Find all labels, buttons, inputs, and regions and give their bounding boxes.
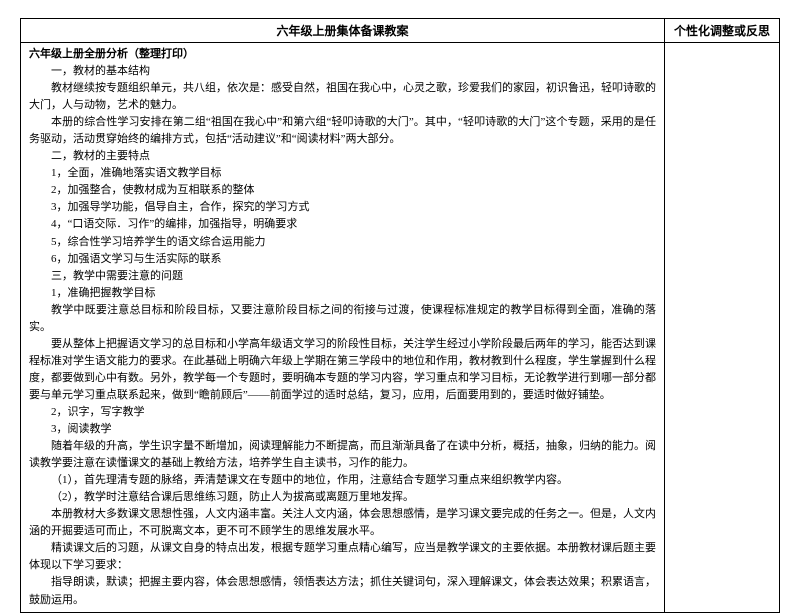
header-right: 个性化调整或反思 [665, 19, 780, 43]
para: （1），首先理清专题的脉络，弄清楚课文在专题中的地位，作用，注意结合专题学习重点… [29, 472, 656, 489]
para: 精读课文后的习题，从课文自身的特点出发，根据专题学习重点精心编写，应当是教学课文… [29, 540, 656, 574]
para: 指导朗读，默读；把握主要内容，体会思想感情，领悟表达方法；抓住关键词句，深入理解… [29, 574, 656, 608]
para: 二，教材的主要特点 [29, 148, 656, 165]
lesson-table: 六年级上册集体备课教案 个性化调整或反思 六年级上册全册分析（整理打印） 一，教… [20, 18, 780, 613]
para: 三，教学中需要注意的问题 [29, 268, 656, 285]
para: 2，识字，写字教学 [29, 404, 656, 421]
para: 教学中既要注意总目标和阶段目标，又要注意阶段目标之间的衔接与过渡，使课程标准规定… [29, 302, 656, 336]
para: 6，加强语文学习与生活实际的联系 [29, 251, 656, 268]
para: 随着年级的升高，学生识字量不断增加，阅读理解能力不断提高，而且渐渐具备了在读中分… [29, 438, 656, 472]
para: 本册教材大多数课文思想性强，人文内涵丰富。关注人文内涵，体会思想感情，是学习课文… [29, 506, 656, 540]
para: 4，“口语交际．习作”的编排，加强指导，明确要求 [29, 216, 656, 233]
para: 要从整体上把握语文学习的总目标和小学高年级语文学习的阶段性目标，关注学生经过小学… [29, 336, 656, 404]
para: 5，综合性学习培养学生的语文综合运用能力 [29, 234, 656, 251]
para: 一，教材的基本结构 [29, 63, 656, 80]
header-left: 六年级上册集体备课教案 [21, 19, 665, 43]
page: 六年级上册集体备课教案 个性化调整或反思 六年级上册全册分析（整理打印） 一，教… [0, 0, 800, 566]
para: 本册的综合性学习安排在第二组“祖国在我心中”和第六组“轻叩诗歌的大门”。其中，“… [29, 114, 656, 148]
para: 3，阅读教学 [29, 421, 656, 438]
para: 2，加强整合，使教材成为互相联系的整体 [29, 182, 656, 199]
para: 教材继续按专题组织单元，共八组，依次是：感受自然，祖国在我心中，心灵之歌，珍爱我… [29, 80, 656, 114]
para: 1，全面，准确地落实语文教学目标 [29, 165, 656, 182]
para: 3，加强导学功能，倡导自主，合作，探究的学习方式 [29, 199, 656, 216]
content-cell: 六年级上册全册分析（整理打印） 一，教材的基本结构 教材继续按专题组织单元，共八… [21, 43, 665, 613]
para: （2），教学时注意结合课后思维练习题，防止人为拔高或离题万里地发挥。 [29, 489, 656, 506]
para: 1，准确把握教学目标 [29, 285, 656, 302]
subtitle: 六年级上册全册分析（整理打印） [29, 46, 656, 63]
notes-cell [665, 43, 780, 613]
